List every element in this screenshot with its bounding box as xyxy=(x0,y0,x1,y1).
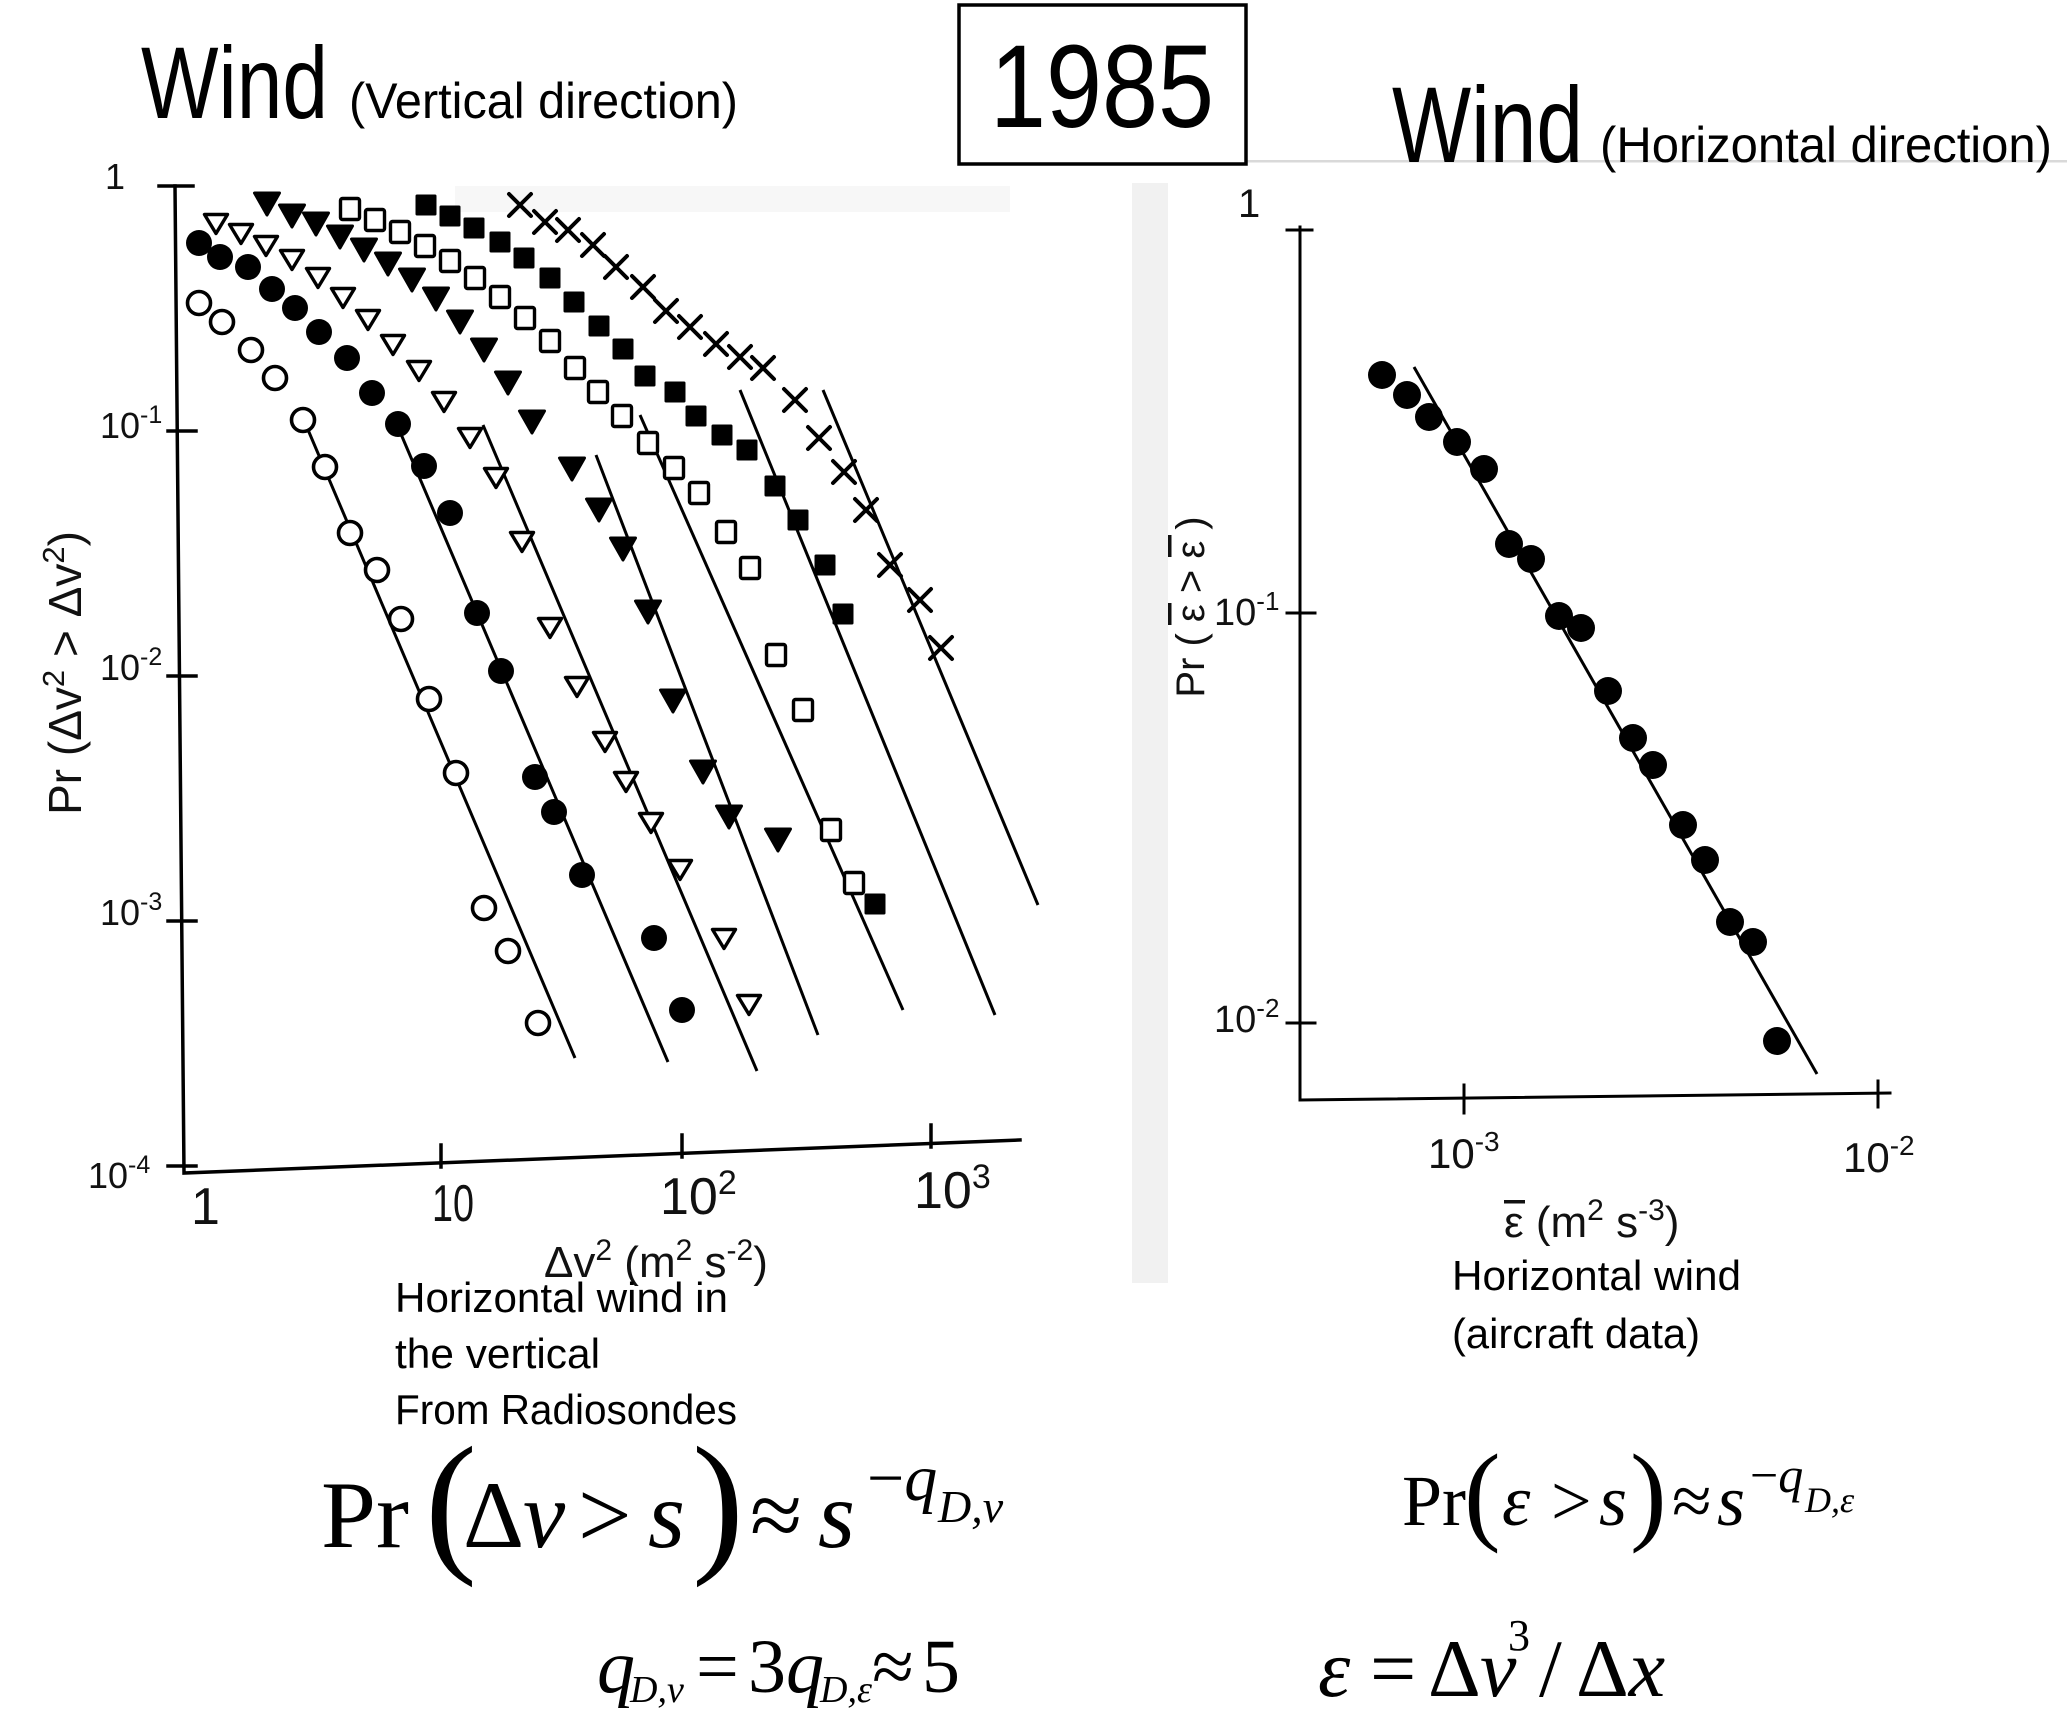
svg-text:From Radiosondes: From Radiosondes xyxy=(395,1386,737,1433)
svg-text:s: s xyxy=(1717,1461,1745,1541)
svg-text:Pr: Pr xyxy=(1402,1461,1466,1541)
svg-text:−q: −q xyxy=(1750,1447,1803,1503)
svg-text:Wind: Wind xyxy=(141,26,328,140)
svg-text:ε (m2 s-3): ε (m2 s-3) xyxy=(1504,1194,1679,1247)
svg-text:(Vertical direction): (Vertical direction) xyxy=(349,73,738,129)
svg-text:ε: ε xyxy=(1318,1623,1351,1708)
svg-text:the vertical: the vertical xyxy=(395,1330,600,1377)
svg-text:3: 3 xyxy=(748,1625,786,1708)
svg-text:D,ε: D,ε xyxy=(1804,1480,1855,1520)
svg-text:Pr ( ε > ε ): Pr ( ε > ε ) xyxy=(1169,516,1213,697)
svg-text:(: ( xyxy=(425,1415,477,1588)
svg-text:Δ: Δ xyxy=(463,1462,524,1568)
svg-text:s: s xyxy=(1599,1461,1627,1541)
svg-text:=: = xyxy=(696,1625,739,1708)
svg-text:1: 1 xyxy=(191,1178,220,1236)
svg-text:D,v: D,v xyxy=(937,1481,1004,1532)
svg-text:10: 10 xyxy=(432,1175,474,1233)
svg-text:D,v: D,v xyxy=(629,1669,684,1708)
svg-text:1: 1 xyxy=(1238,182,1260,226)
svg-text:≈: ≈ xyxy=(750,1462,802,1568)
svg-text:−q: −q xyxy=(867,1442,937,1515)
svg-text:10-2: 10-2 xyxy=(1843,1130,1915,1181)
svg-text:q: q xyxy=(786,1625,824,1708)
svg-text:): ) xyxy=(1630,1432,1667,1554)
svg-text:): ) xyxy=(692,1415,744,1588)
svg-text:102: 102 xyxy=(660,1164,737,1226)
svg-text:5: 5 xyxy=(922,1625,960,1708)
svg-text:Δ: Δ xyxy=(1428,1623,1481,1708)
svg-text:10-1: 10-1 xyxy=(100,401,162,446)
svg-text:Wind: Wind xyxy=(1392,64,1583,185)
svg-text:10-2: 10-2 xyxy=(1214,993,1279,1041)
svg-text:≈: ≈ xyxy=(872,1625,914,1708)
svg-text:/: / xyxy=(1539,1623,1562,1708)
svg-text:Pr (Δv2 > Δv2): Pr (Δv2 > Δv2) xyxy=(36,531,91,815)
svg-text:Horizontal wind in: Horizontal wind in xyxy=(395,1274,728,1321)
svg-text:3: 3 xyxy=(1508,1611,1530,1660)
svg-text:q: q xyxy=(597,1625,635,1708)
svg-text:Horizontal wind: Horizontal wind xyxy=(1452,1252,1741,1299)
svg-text:Δx: Δx xyxy=(1576,1623,1665,1708)
svg-text:10-1: 10-1 xyxy=(1214,586,1279,634)
svg-text:>: > xyxy=(578,1462,632,1568)
svg-text:>: > xyxy=(1551,1461,1592,1541)
svg-text:=: = xyxy=(1370,1623,1416,1708)
svg-text:10-4: 10-4 xyxy=(88,1151,150,1196)
svg-text:103: 103 xyxy=(914,1158,991,1220)
svg-text:v: v xyxy=(523,1462,566,1568)
svg-text:s: s xyxy=(648,1462,685,1568)
svg-text:1985: 1985 xyxy=(990,21,1214,153)
svg-text:10-2: 10-2 xyxy=(100,643,162,688)
svg-text:ε: ε xyxy=(1502,1461,1531,1541)
svg-text:(: ( xyxy=(1464,1432,1501,1554)
svg-text:≈: ≈ xyxy=(1672,1461,1712,1541)
svg-text:v: v xyxy=(1480,1623,1517,1708)
svg-text:(aircraft data): (aircraft data) xyxy=(1452,1310,1700,1357)
svg-text:10-3: 10-3 xyxy=(100,888,162,933)
svg-text:s: s xyxy=(818,1462,855,1568)
svg-text:1: 1 xyxy=(105,156,125,197)
svg-text:10-3: 10-3 xyxy=(1428,1126,1500,1177)
svg-text:D,ε: D,ε xyxy=(819,1669,872,1708)
svg-text:(Horizontal direction): (Horizontal direction) xyxy=(1600,117,2052,173)
svg-text:Pr: Pr xyxy=(321,1462,409,1568)
